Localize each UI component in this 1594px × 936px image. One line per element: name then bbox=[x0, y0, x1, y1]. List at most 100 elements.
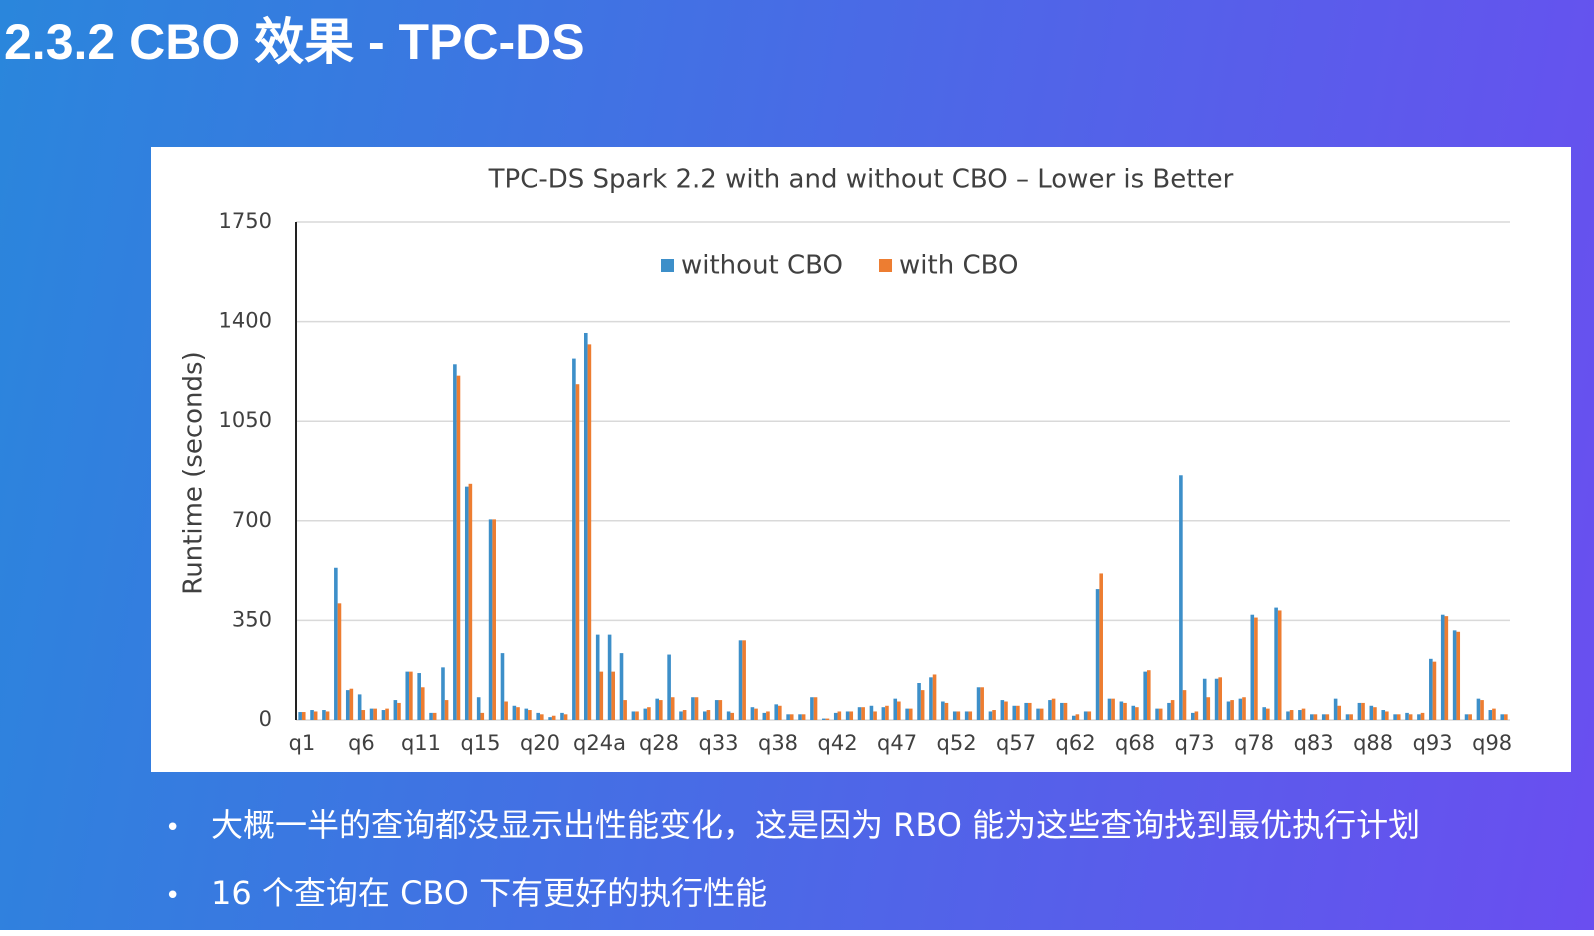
bar bbox=[560, 712, 564, 720]
x-tick-label: q15 bbox=[460, 731, 500, 755]
bar bbox=[682, 710, 687, 720]
bar bbox=[1206, 697, 1211, 720]
bar bbox=[1146, 670, 1151, 720]
bar bbox=[464, 486, 469, 720]
bar bbox=[714, 700, 719, 720]
bar bbox=[976, 687, 981, 720]
bar bbox=[432, 712, 437, 720]
bar bbox=[1504, 714, 1508, 720]
bar bbox=[1408, 714, 1413, 720]
bar bbox=[1167, 702, 1171, 720]
bar bbox=[754, 708, 758, 720]
bar bbox=[1012, 705, 1017, 720]
y-tick-label: 1750 bbox=[219, 209, 272, 233]
bar bbox=[528, 710, 532, 720]
bar bbox=[599, 671, 604, 720]
bar bbox=[298, 712, 302, 720]
bar bbox=[774, 704, 779, 720]
bar bbox=[670, 697, 675, 720]
bar bbox=[524, 708, 529, 720]
legend-swatch bbox=[879, 259, 893, 272]
x-tick-label: q6 bbox=[348, 731, 375, 755]
bar bbox=[385, 708, 389, 720]
x-tick-label: q38 bbox=[758, 731, 798, 755]
bar bbox=[1016, 705, 1020, 720]
bar bbox=[647, 707, 651, 720]
bar bbox=[551, 715, 556, 720]
bar bbox=[1373, 707, 1377, 720]
legend-swatch bbox=[661, 259, 674, 272]
bar bbox=[310, 710, 314, 720]
bar bbox=[1000, 700, 1005, 720]
bar bbox=[1325, 714, 1330, 720]
bar bbox=[334, 567, 338, 720]
bar bbox=[361, 710, 366, 720]
bar bbox=[1301, 708, 1306, 720]
bar bbox=[1345, 714, 1350, 720]
bar bbox=[1298, 710, 1302, 720]
bar bbox=[301, 712, 306, 720]
bar bbox=[1158, 708, 1163, 720]
bar bbox=[345, 690, 350, 720]
bar bbox=[1274, 607, 1278, 720]
bar bbox=[1456, 631, 1461, 720]
bar bbox=[679, 711, 683, 720]
bar bbox=[1179, 475, 1183, 720]
bar bbox=[397, 702, 401, 720]
bar bbox=[563, 714, 568, 720]
bar bbox=[703, 711, 707, 720]
bar bbox=[1190, 712, 1195, 720]
bar bbox=[849, 711, 854, 720]
bar bbox=[1420, 712, 1425, 720]
bar bbox=[655, 698, 660, 720]
bar bbox=[619, 653, 624, 720]
bar bbox=[1488, 710, 1493, 720]
bullet: 大概一半的查询都没显示出性能变化，这是因为 RBO 能为这些查询找到最优执行计划 bbox=[165, 800, 1420, 846]
x-tick-label: q47 bbox=[877, 731, 917, 755]
bar bbox=[1369, 705, 1374, 720]
bar bbox=[730, 712, 735, 720]
bar bbox=[691, 697, 695, 720]
x-tick-label: q28 bbox=[639, 731, 679, 755]
slide-title: 2.3.2 CBO 效果 - TPC-DS bbox=[4, 14, 585, 70]
bar bbox=[920, 690, 925, 720]
x-tick-label: q20 bbox=[520, 731, 560, 755]
bar bbox=[420, 687, 425, 720]
bar bbox=[988, 711, 993, 720]
chart: TPC-DS Spark 2.2 with and without CBO – … bbox=[151, 147, 1571, 772]
bar bbox=[1051, 698, 1056, 720]
bar bbox=[325, 711, 330, 720]
bar bbox=[1131, 705, 1136, 720]
bar bbox=[1194, 711, 1199, 720]
bar bbox=[869, 705, 874, 720]
x-tick-label: q57 bbox=[996, 731, 1036, 755]
bar bbox=[706, 710, 711, 720]
x-tick-label: q42 bbox=[818, 731, 858, 755]
bar bbox=[572, 358, 576, 720]
x-tick-label: q62 bbox=[1056, 731, 1096, 755]
bar bbox=[1048, 700, 1052, 720]
bar bbox=[1027, 702, 1032, 720]
bar bbox=[1107, 698, 1112, 720]
bar bbox=[611, 671, 616, 720]
bar bbox=[313, 711, 318, 720]
bar bbox=[813, 697, 818, 720]
bar bbox=[583, 332, 588, 720]
bar bbox=[1254, 617, 1258, 720]
bar bbox=[1393, 714, 1397, 720]
x-tick-label: q24a bbox=[573, 731, 626, 755]
bar bbox=[1313, 714, 1318, 720]
bar bbox=[1226, 701, 1231, 720]
bar bbox=[548, 717, 552, 720]
bar bbox=[595, 634, 600, 720]
bar bbox=[822, 718, 826, 720]
x-tick-label: q52 bbox=[937, 731, 977, 755]
bar bbox=[845, 711, 850, 720]
bar bbox=[393, 700, 398, 720]
y-tick-label: 350 bbox=[232, 607, 272, 631]
bar bbox=[1123, 702, 1127, 720]
bar bbox=[1230, 700, 1234, 720]
bar bbox=[1480, 700, 1484, 720]
bar bbox=[369, 708, 374, 720]
x-tick-label: q83 bbox=[1294, 731, 1334, 755]
